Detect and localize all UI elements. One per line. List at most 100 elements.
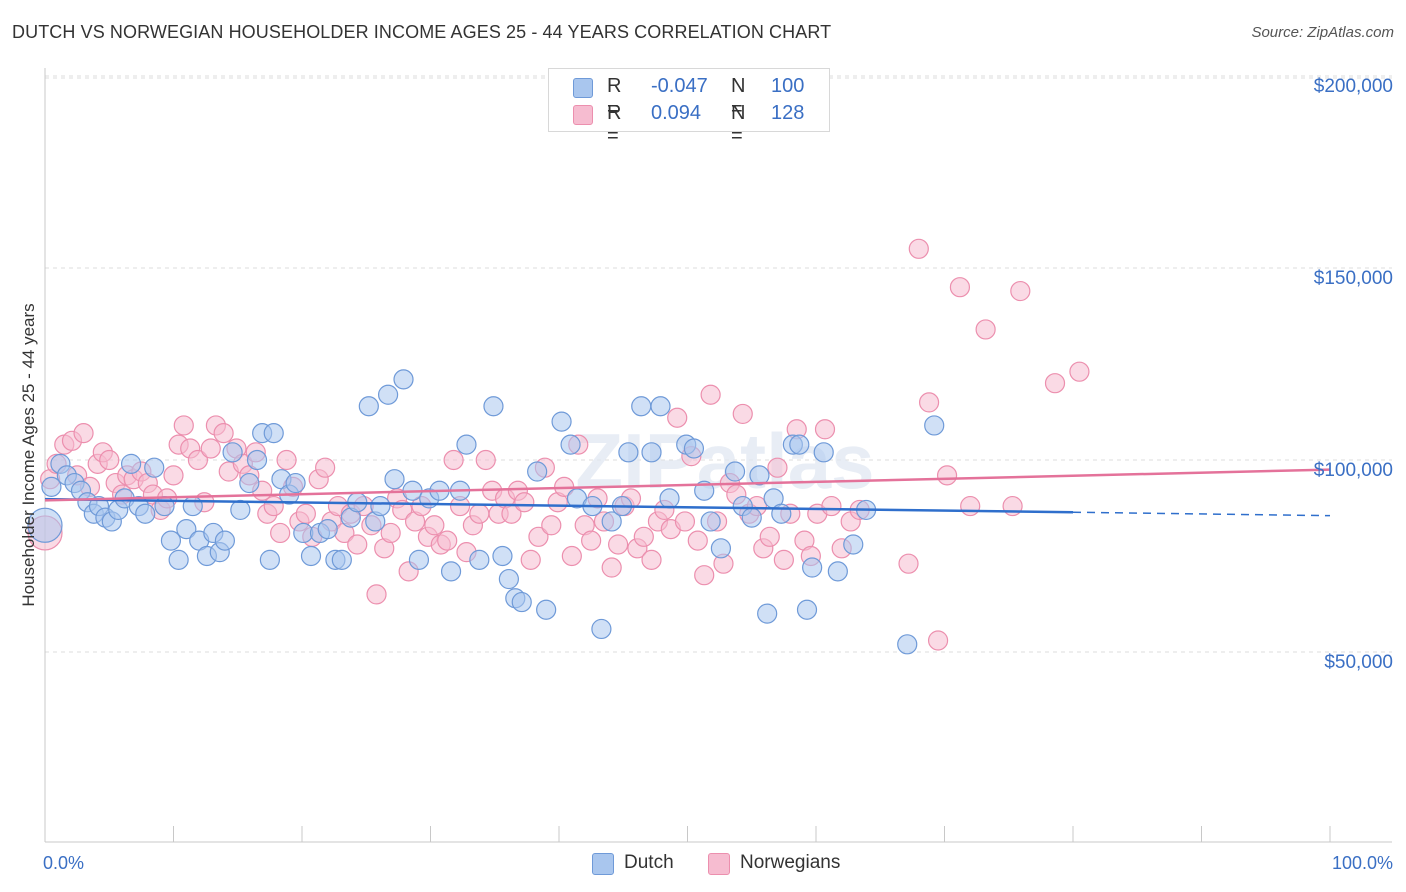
dutch-point xyxy=(771,503,792,524)
norwegians-point xyxy=(641,549,662,570)
dutch-point xyxy=(749,465,770,486)
norwegians-point xyxy=(608,534,629,555)
norwegians-point xyxy=(927,630,949,651)
norwegians-point xyxy=(581,530,602,551)
norwegians-point xyxy=(694,565,715,586)
norwegians-point xyxy=(514,492,535,513)
x-tick-label: 100.0% xyxy=(1332,853,1393,873)
dutch-point xyxy=(618,442,639,463)
dutch-point xyxy=(469,549,490,570)
source-label: Source: ZipAtlas.com xyxy=(1251,24,1394,41)
norwegians-swatch xyxy=(573,105,593,125)
norwegians-point xyxy=(73,423,94,444)
dutch-trend-line-dashed xyxy=(1072,511,1331,517)
legend-r-label: R = xyxy=(607,102,622,147)
norwegians-point xyxy=(821,495,842,517)
norwegians-point xyxy=(347,534,368,555)
norwegians-point xyxy=(315,457,336,478)
dutch-point xyxy=(710,538,732,559)
norwegians-point xyxy=(163,465,184,486)
dutch-point xyxy=(789,434,810,455)
dutch-point xyxy=(551,411,572,432)
dutch-point xyxy=(813,442,834,463)
axes xyxy=(44,68,1392,843)
norwegians-point xyxy=(187,449,209,471)
norwegians-point xyxy=(469,503,490,524)
dutch-point xyxy=(827,561,848,582)
dutch-point xyxy=(168,549,189,570)
dutch-point xyxy=(263,423,284,444)
dutch-point xyxy=(144,457,165,478)
dutch-point xyxy=(440,561,462,582)
dutch-point xyxy=(27,507,63,543)
norwegians-point xyxy=(601,557,622,578)
dutch-point xyxy=(601,511,622,532)
dutch-point xyxy=(182,495,203,517)
dutch-point xyxy=(483,396,504,417)
dutch-trend-line xyxy=(44,497,1074,514)
norwegians-point xyxy=(437,530,458,551)
dutch-point xyxy=(41,476,62,497)
dutch-point xyxy=(724,461,746,482)
dutch-point xyxy=(560,434,581,455)
dutch-point xyxy=(641,442,662,463)
dutch-point xyxy=(659,488,680,509)
dutch-point xyxy=(700,511,721,532)
y-tick-labels: $50,000 $100,000 $150,000 $200,000 xyxy=(1314,76,1393,673)
legend-r-value: 0.094 xyxy=(651,102,702,124)
dutch-point xyxy=(897,634,918,655)
dutch-point xyxy=(843,534,864,555)
norwegians-point xyxy=(213,423,234,444)
dutch-point xyxy=(650,396,671,417)
dutch-point xyxy=(492,545,513,567)
dutch-point xyxy=(285,472,306,494)
norwegians-point xyxy=(380,522,401,544)
norwegians-point xyxy=(475,449,496,471)
x-tick-label: 0.0% xyxy=(43,853,84,873)
dutch-point xyxy=(393,369,414,390)
y-tick-label: $200,000 xyxy=(1314,76,1393,97)
y-axis-label: Householder Income Ages 25 - 44 years xyxy=(19,303,38,606)
dutch-point xyxy=(331,549,352,570)
dutch-point xyxy=(384,469,405,490)
dutch-swatch xyxy=(592,853,614,875)
norwegians-point xyxy=(443,449,464,471)
norwegians-point xyxy=(99,449,120,471)
chart-title: DUTCH VS NORWEGIAN HOUSEHOLDER INCOME AG… xyxy=(12,22,832,42)
legend-n-value: 128 xyxy=(771,102,805,124)
norwegians-point xyxy=(520,549,541,570)
norwegians-point xyxy=(908,238,929,259)
dutch-point xyxy=(377,384,399,405)
norwegians-point xyxy=(1044,373,1066,394)
norwegians-point xyxy=(674,511,696,532)
dutch-point xyxy=(176,519,197,540)
dutch-point xyxy=(511,591,532,613)
dutch-point xyxy=(370,495,391,517)
norwegians-trend-line xyxy=(44,468,1331,502)
dutch-point xyxy=(498,568,519,590)
dutch-point xyxy=(631,396,652,417)
dutch-point xyxy=(317,519,338,540)
legend-n-label: N = xyxy=(731,102,746,147)
norwegians-point xyxy=(1069,361,1090,382)
norwegians-point xyxy=(1010,280,1031,302)
norwegians-point xyxy=(633,526,654,547)
dutch-point xyxy=(536,599,557,620)
norwegians-point xyxy=(173,415,194,436)
norwegians-point xyxy=(366,584,387,605)
norwegians-point xyxy=(541,515,562,536)
legend-n-value: 100 xyxy=(771,75,805,97)
dutch-point xyxy=(456,434,477,455)
legend-n-label: N = xyxy=(731,75,746,120)
norwegians-label: Norwegians xyxy=(740,852,841,873)
dutch-points xyxy=(27,369,945,655)
dutch-point xyxy=(239,472,260,494)
dutch-point xyxy=(135,503,156,524)
norwegians-point xyxy=(918,392,940,413)
dutch-point xyxy=(120,453,142,474)
dutch-point xyxy=(230,499,251,521)
norwegians-point xyxy=(898,553,919,574)
norwegians-point xyxy=(561,545,582,567)
norwegians-point xyxy=(270,522,291,544)
norwegians-point xyxy=(200,438,221,459)
